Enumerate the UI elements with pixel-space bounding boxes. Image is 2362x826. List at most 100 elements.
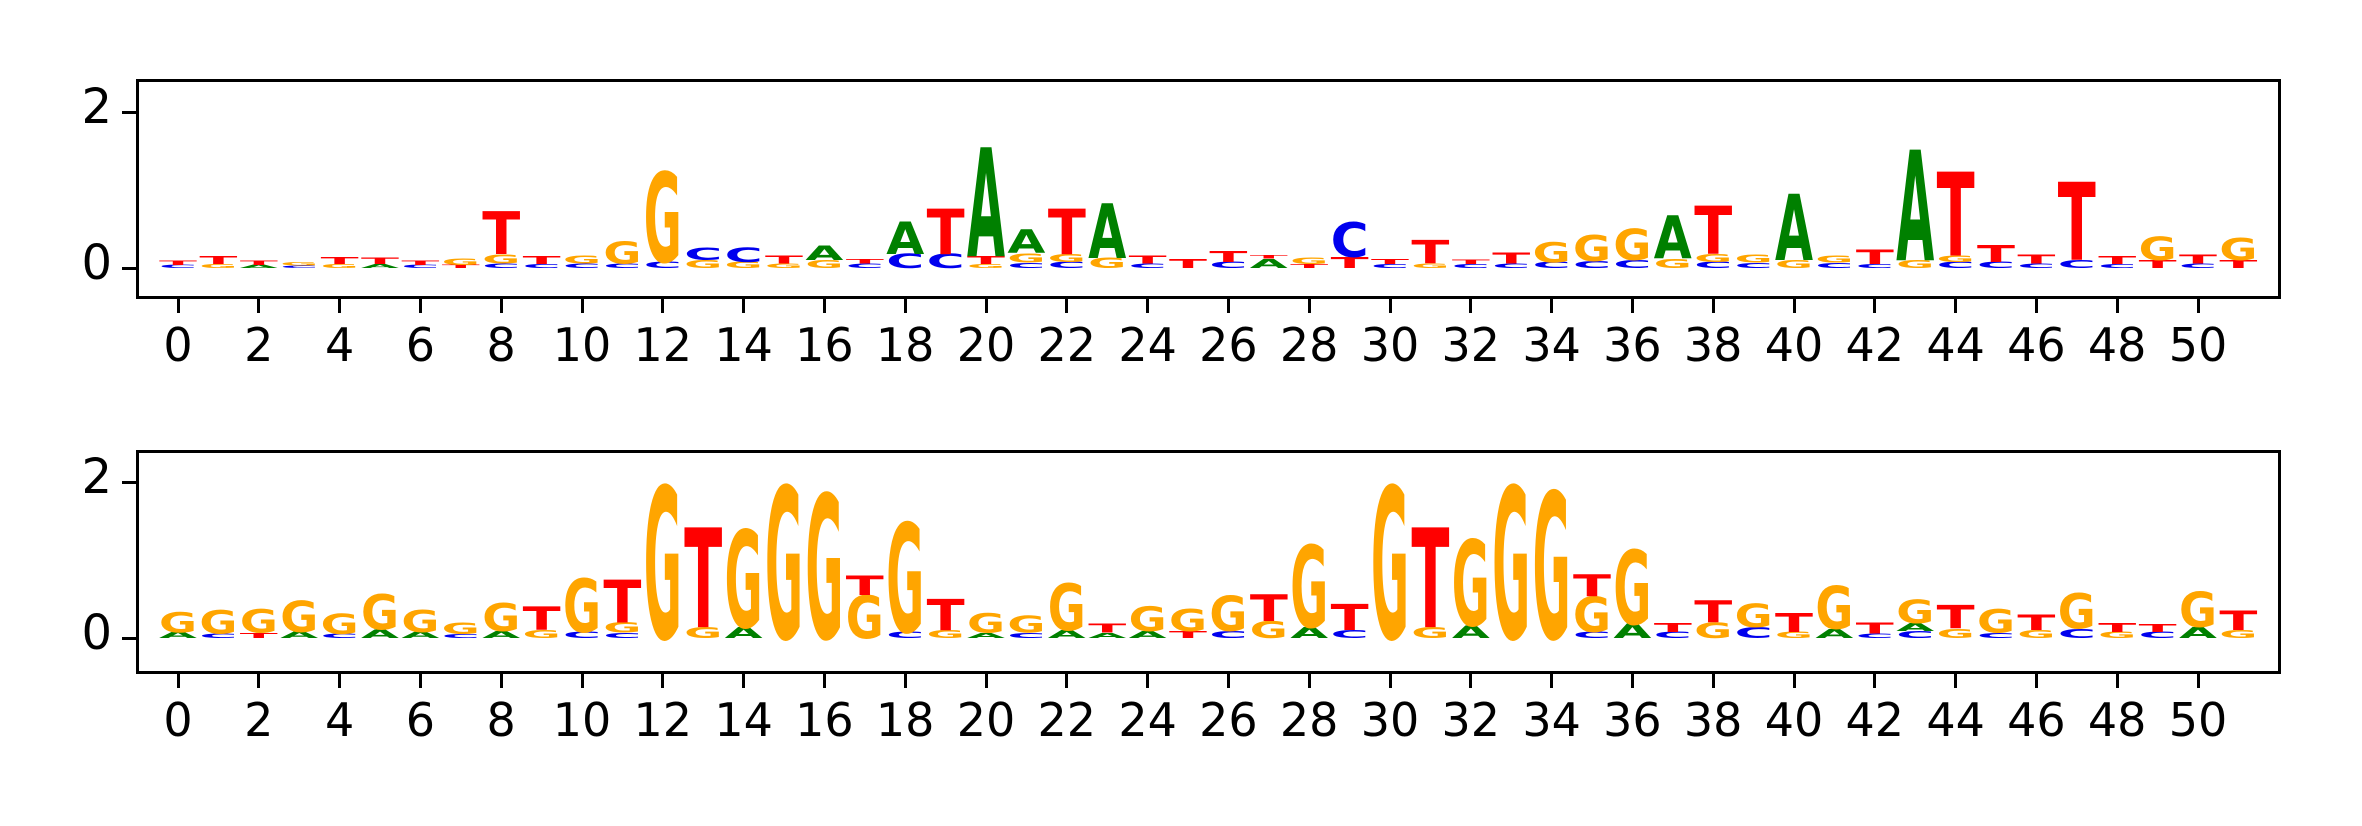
logo-letter-G: G — [603, 236, 641, 271]
logo-letter-C: C — [2179, 262, 2217, 269]
logo-letter-T: T — [846, 258, 885, 265]
logo-letter-C: C — [1815, 261, 1853, 269]
x-tick-label: 32 — [1441, 318, 1501, 372]
logo-letter-T: T — [2058, 162, 2096, 286]
x-axis-tick — [1065, 674, 1069, 688]
logo-letter-T: T — [159, 259, 198, 266]
logo-letter-T: T — [1573, 570, 1612, 605]
logo-letter-T: T — [1129, 253, 1167, 266]
logo-letter-G: G — [2219, 628, 2257, 641]
logo-letter-T: T — [1411, 234, 1449, 271]
x-axis-tick — [338, 674, 342, 688]
logo-letter-C: C — [563, 630, 601, 640]
logo-letter-G: G — [1129, 599, 1167, 640]
x-axis-tick — [984, 674, 988, 688]
logo-letter-T: T — [2179, 252, 2218, 267]
logo-letter-T: T — [684, 500, 722, 659]
logo-letter-G: G — [1209, 588, 1247, 643]
logo-letter-T: T — [967, 254, 1005, 267]
logo-letter-C: C — [2139, 630, 2177, 640]
x-tick-label: 40 — [1764, 318, 1824, 372]
x-axis-tick — [1226, 299, 1230, 313]
logo-letter-G: G — [1048, 252, 1086, 265]
x-axis-tick — [338, 299, 342, 313]
logo-letter-G: G — [684, 258, 722, 271]
logo-letter-T: T — [927, 197, 965, 269]
logo-letter-G: G — [805, 455, 843, 686]
logo-letter-T: T — [846, 571, 885, 602]
logo-letter-A: A — [361, 627, 399, 641]
logo-letter-G: G — [1169, 604, 1207, 639]
x-axis-tick — [1630, 674, 1634, 688]
y-tick-label: 0 — [81, 235, 112, 291]
x-tick-label: 32 — [1441, 693, 1501, 747]
x-tick-label: 2 — [244, 693, 274, 747]
logo-letter-A: A — [280, 630, 319, 640]
logo-letter-C: C — [1573, 630, 1611, 640]
logo-letter-G: G — [1371, 446, 1409, 688]
logo-letter-G: G — [1613, 220, 1651, 271]
x-tick-label: 6 — [405, 693, 436, 747]
y-axis-tick — [122, 110, 136, 114]
x-axis-tick — [1954, 299, 1958, 313]
logo-letter-G: G — [1088, 255, 1126, 272]
logo-letter-C: C — [927, 251, 965, 273]
y-tick-label: 2 — [81, 79, 112, 135]
x-tick-label: 28 — [1279, 318, 1339, 372]
logo-letter-C: C — [1331, 214, 1369, 269]
x-tick-label: 0 — [163, 318, 193, 372]
logo-letter-T: T — [2139, 622, 2177, 635]
logo-letter-A: A — [1007, 224, 1046, 261]
logo-letter-C: C — [1209, 629, 1247, 640]
logo-letter-T: T — [523, 601, 561, 638]
x-tick-label: 36 — [1603, 318, 1662, 372]
logo-letter-G: G — [240, 603, 278, 640]
x-tick-label: 2 — [244, 318, 274, 372]
logo-letter-T: T — [1937, 149, 1975, 283]
logo-letter-A: A — [482, 629, 521, 640]
x-axis-tick — [984, 299, 988, 313]
x-axis-tick — [1792, 299, 1796, 313]
x-axis-tick — [1954, 674, 1958, 688]
logo-letter-A: A — [1452, 622, 1490, 642]
x-axis-tick — [1307, 674, 1311, 688]
x-tick-label: 20 — [956, 693, 1016, 747]
logo-letter-T: T — [240, 259, 279, 266]
logo-letter-T: T — [2219, 606, 2258, 637]
x-axis-tick — [822, 299, 826, 313]
logo-letter-C: C — [401, 264, 439, 269]
logo-letter-G: G — [725, 260, 763, 270]
logo-letter-G: G — [2017, 628, 2055, 641]
x-tick-label: 30 — [1360, 693, 1420, 747]
x-axis-tick — [257, 299, 261, 313]
logo-letter-C: C — [1654, 630, 1692, 640]
x-axis-tick — [661, 299, 665, 313]
logo-letter-C: C — [1573, 259, 1611, 270]
logo-letter-T: T — [442, 264, 481, 269]
logo-letter-A: A — [1896, 120, 1934, 297]
x-axis-tick — [903, 299, 907, 313]
x-axis-tick — [1630, 299, 1634, 313]
x-axis-tick — [1711, 299, 1715, 313]
logo-letter-C: C — [1896, 629, 1934, 640]
x-tick-label: 26 — [1199, 693, 1258, 747]
logo-letter-G: G — [765, 262, 803, 269]
x-axis-tick — [1550, 674, 1554, 688]
x-tick-label: 30 — [1360, 318, 1420, 372]
x-tick-label: 38 — [1683, 318, 1743, 372]
logo-letter-T: T — [2098, 254, 2136, 267]
logo-letter-C: C — [1048, 260, 1086, 270]
logo-letter-A: A — [1815, 626, 1853, 641]
x-tick-label: 50 — [2168, 318, 2228, 372]
x-axis-tick — [1873, 674, 1877, 688]
x-tick-label: 8 — [486, 693, 516, 747]
x-tick-label: 50 — [2168, 693, 2228, 747]
logo-letter-C: C — [2098, 263, 2136, 269]
logo-letter-T: T — [2017, 611, 2055, 636]
logo-letter-G: G — [1411, 624, 1449, 642]
logo-letter-T: T — [240, 631, 279, 639]
logo-letter-G: G — [725, 505, 763, 660]
